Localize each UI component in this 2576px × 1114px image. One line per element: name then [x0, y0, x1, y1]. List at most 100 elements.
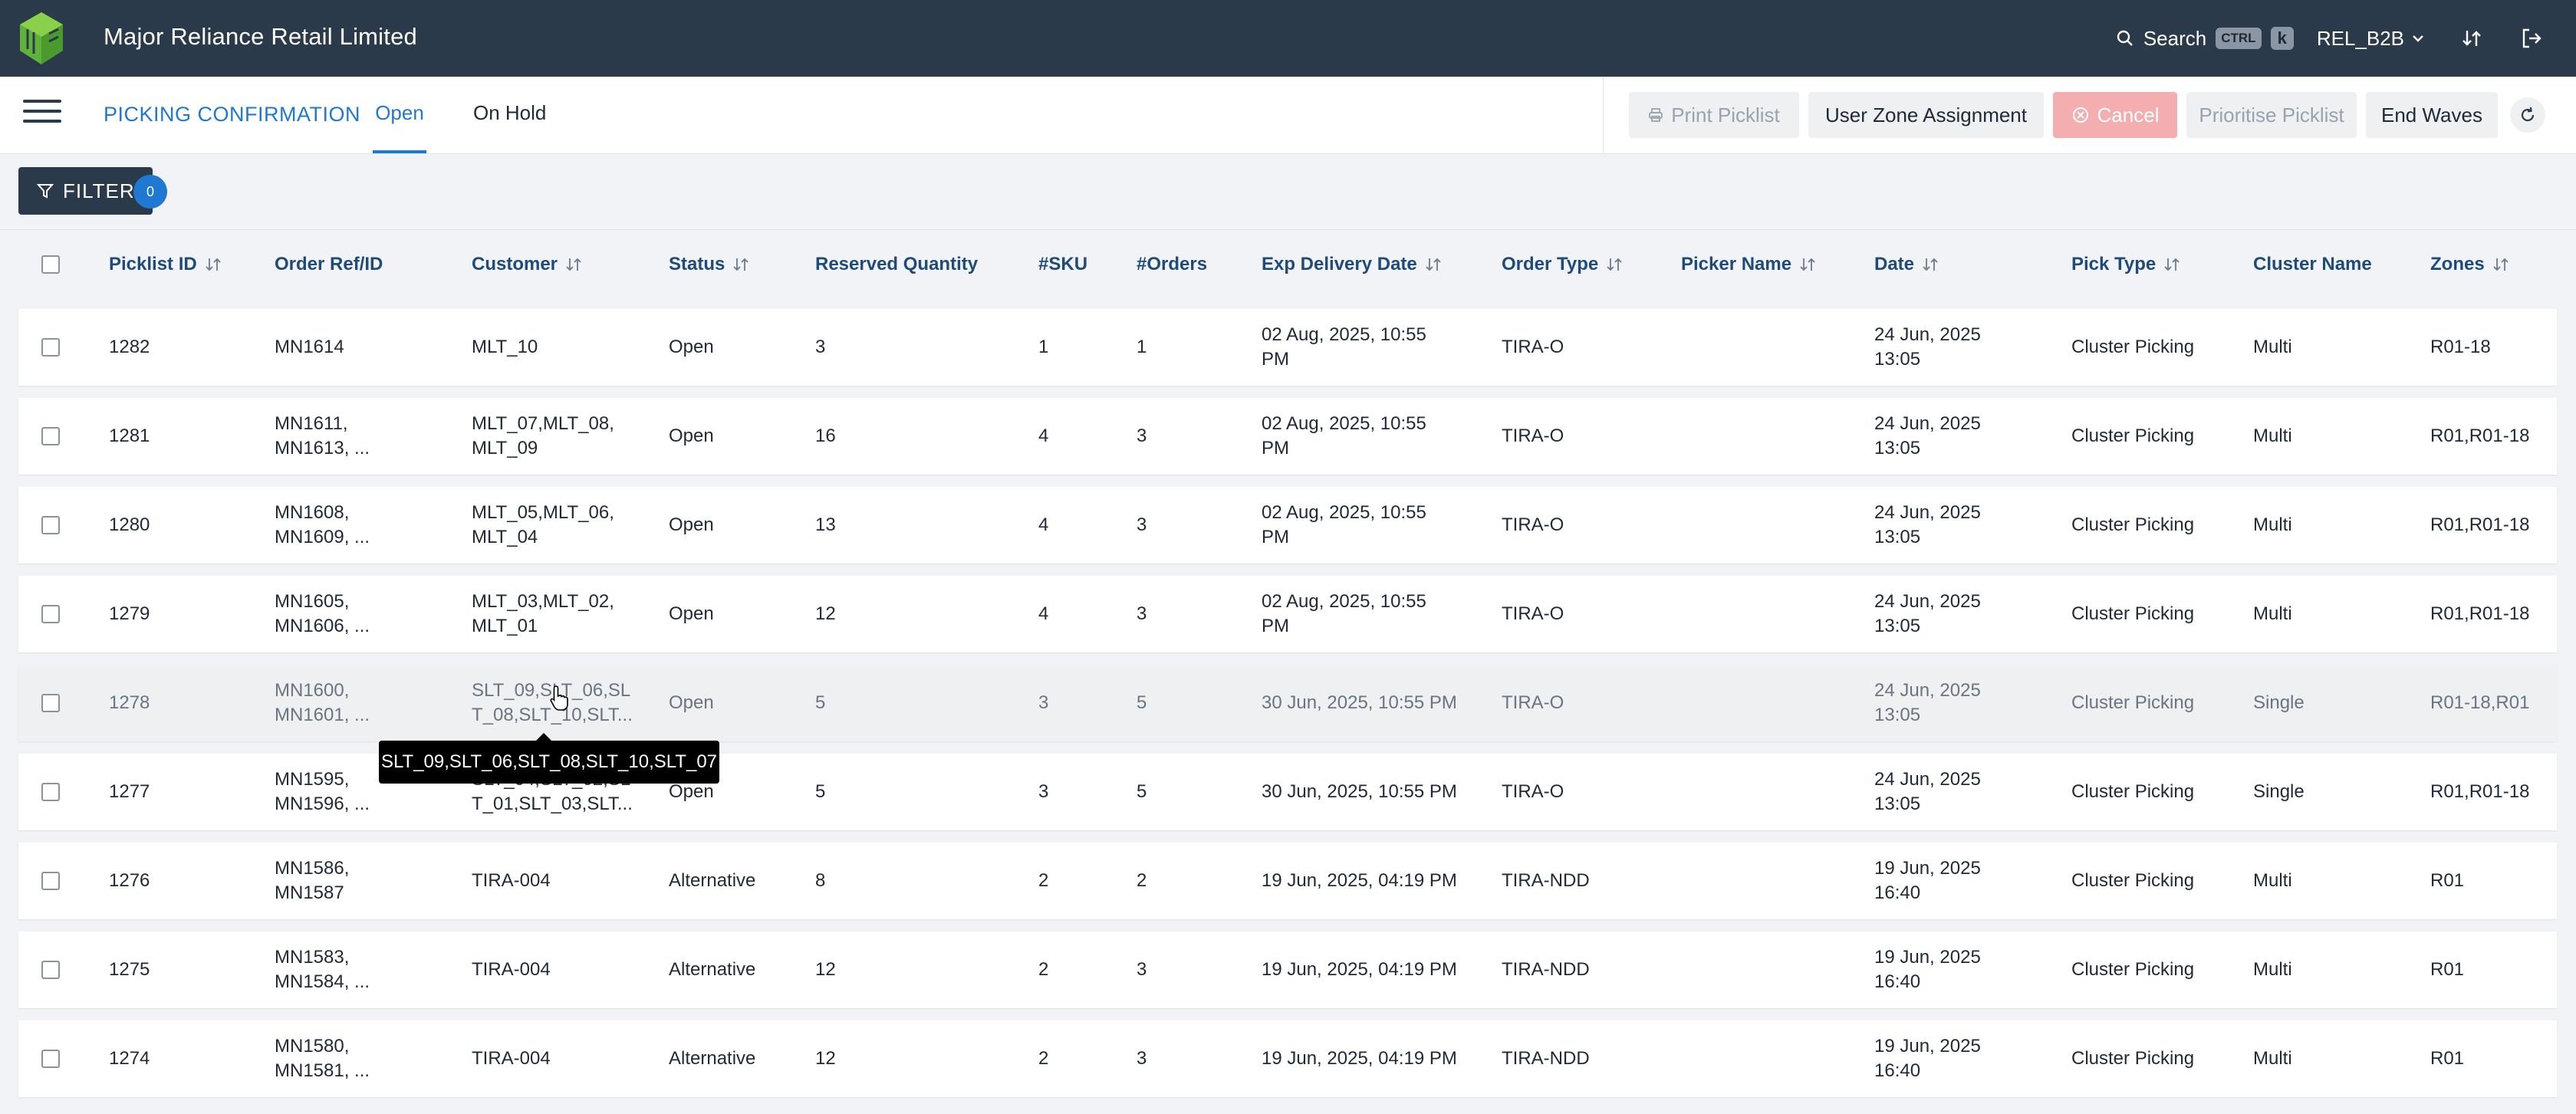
- sort-icon: [566, 258, 581, 271]
- cell-sku: 3: [1038, 692, 1049, 713]
- header-date[interactable]: Date: [1874, 254, 1939, 275]
- cell-customer: MLT_05,MLT_06, MLT_04: [472, 502, 614, 547]
- header-picklist-id[interactable]: Picklist ID: [109, 254, 222, 275]
- cancel-circle-icon: [2072, 107, 2088, 123]
- cell-reserved-qty: 3: [815, 337, 826, 357]
- row-checkbox[interactable]: [41, 338, 60, 357]
- cell-zones: R01: [2430, 959, 2465, 980]
- cell-orders: 5: [1137, 692, 1147, 713]
- filter-funnel-icon: [37, 184, 54, 199]
- cell-reserved-qty: 16: [815, 426, 836, 446]
- cell-order-type: TIRA-O: [1502, 781, 1564, 802]
- cell-sku: 2: [1038, 1048, 1049, 1069]
- sort-icon: [1607, 258, 1622, 271]
- search-icon: [2117, 30, 2133, 46]
- cell-order-ref: MN1608, MN1609, ...: [275, 502, 370, 547]
- row-checkbox[interactable]: [41, 783, 60, 801]
- cell-date: 24 Jun, 2025 13:05: [1874, 413, 1981, 458]
- global-search[interactable]: Search CTRL k: [2116, 27, 2294, 51]
- cancel-button[interactable]: Cancel: [2053, 92, 2177, 138]
- row-checkbox[interactable]: [41, 1050, 60, 1068]
- menu-button[interactable]: [23, 100, 61, 130]
- row-checkbox[interactable]: [41, 427, 60, 445]
- table-row[interactable]: 1275 MN1583, MN1584, ... TIRA-004 Altern…: [18, 932, 2557, 1008]
- action-toolbar: Print Picklist User Zone Assignment Canc…: [1603, 77, 2545, 153]
- cell-exp-delivery: 19 Jun, 2025, 04:19 PM: [1262, 1048, 1457, 1069]
- org-label: REL_B2B: [2316, 26, 2404, 50]
- table-row[interactable]: 1274 MN1580, MN1581, ... TIRA-004 Altern…: [18, 1020, 2557, 1097]
- table-row[interactable]: 1279 MN1605, MN1606, ... MLT_03,MLT_02, …: [18, 576, 2557, 652]
- logout-button[interactable]: [2516, 23, 2547, 54]
- table-row[interactable]: 1282 MN1614 MLT_10 Open 3 1 1 02 Aug, 20…: [18, 309, 2557, 386]
- cell-cluster-name: Multi: [2253, 1048, 2292, 1069]
- cell-status: Open: [669, 603, 714, 624]
- table-row[interactable]: 1280 MN1608, MN1609, ... MLT_05,MLT_06, …: [18, 487, 2557, 564]
- row-checkbox[interactable]: [41, 516, 60, 534]
- header-status[interactable]: Status: [669, 254, 749, 275]
- table-row-hovered[interactable]: 1278 MN1600, MN1601, ... SLT_09,SLT_06,S…: [18, 665, 2557, 741]
- header-label: Pick Type: [2071, 254, 2157, 274]
- cell-pick-type: Cluster Picking: [2071, 781, 2195, 802]
- cell-zones: R01,R01-18: [2430, 781, 2530, 802]
- header-order-type[interactable]: Order Type: [1502, 254, 1623, 275]
- cell-cluster-name: Single: [2253, 781, 2305, 802]
- cell-zones: R01,R01-18: [2430, 426, 2530, 446]
- cell-order-ref: MN1580, MN1581, ...: [275, 1036, 370, 1081]
- filter-button[interactable]: FILTER: [18, 167, 153, 215]
- header-label: Order Type: [1502, 254, 1599, 274]
- cell-pick-type: Cluster Picking: [2071, 514, 2195, 535]
- table-row[interactable]: 1281 MN1611, MN1613, ... MLT_07,MLT_08, …: [18, 398, 2557, 475]
- row-checkbox[interactable]: [41, 694, 60, 712]
- cell-status: Open: [669, 781, 714, 802]
- cell-picklist-id: 1281: [109, 426, 150, 446]
- cell-customer[interactable]: SLT_09,SLT_06,SL T_08,SLT_10,SLT...: [472, 680, 633, 725]
- cell-customer: MLT_03,MLT_02, MLT_01: [472, 591, 614, 636]
- refresh-icon: [2521, 107, 2535, 122]
- chevron-down-icon: [2413, 35, 2423, 42]
- header-pick-type[interactable]: Pick Type: [2071, 254, 2180, 275]
- cell-cluster-name: Multi: [2253, 514, 2292, 535]
- cell-order-ref: MN1586, MN1587: [275, 858, 350, 903]
- company-name: Major Reliance Retail Limited: [104, 23, 417, 50]
- cell-orders: 3: [1137, 426, 1147, 446]
- print-picklist-button[interactable]: Print Picklist: [1629, 92, 1799, 138]
- cell-reserved-qty: 5: [815, 781, 826, 802]
- header-label: Exp Delivery Date: [1262, 254, 1417, 274]
- sort-icon: [2164, 258, 2180, 271]
- header-zones[interactable]: Zones: [2430, 254, 2509, 275]
- tab-on-hold[interactable]: On Hold: [473, 101, 547, 124]
- cell-exp-delivery: 19 Jun, 2025, 04:19 PM: [1262, 959, 1457, 980]
- org-selector[interactable]: REL_B2B: [2317, 27, 2426, 51]
- header-label: Cluster Name: [2253, 254, 2372, 274]
- header-customer[interactable]: Customer: [472, 254, 582, 275]
- cell-zones: R01,R01-18: [2430, 603, 2530, 624]
- prioritise-picklist-button[interactable]: Prioritise Picklist: [2186, 92, 2357, 138]
- hamburger-line: [23, 110, 61, 113]
- row-checkbox[interactable]: [41, 605, 60, 623]
- cell-reserved-qty: 12: [815, 1048, 836, 1069]
- table-row[interactable]: 1276 MN1586, MN1587 TIRA-004 Alternative…: [18, 843, 2557, 919]
- cell-reserved-qty: 12: [815, 603, 836, 624]
- select-all-checkbox[interactable]: [41, 255, 60, 274]
- row-checkbox[interactable]: [41, 961, 60, 979]
- cell-order-type: TIRA-NDD: [1502, 1048, 1590, 1069]
- cell-zones: R01-18: [2430, 337, 2491, 357]
- cell-order-ref: MN1595, MN1596, ...: [275, 769, 370, 814]
- row-checkbox[interactable]: [41, 872, 60, 890]
- cell-order-type: TIRA-O: [1502, 514, 1564, 535]
- cell-orders: 3: [1137, 603, 1147, 624]
- sort-order-button[interactable]: [2456, 23, 2487, 54]
- header-picker-name[interactable]: Picker Name: [1681, 254, 1816, 275]
- hand-cursor-icon: [550, 685, 568, 711]
- cell-customer: TIRA-004: [472, 959, 551, 980]
- user-zone-assignment-button[interactable]: User Zone Assignment: [1808, 92, 2044, 138]
- filter-label: FILTER: [63, 179, 135, 202]
- cell-picklist-id: 1276: [109, 870, 150, 891]
- sort-icon: [1426, 258, 1441, 271]
- end-waves-button[interactable]: End Waves: [2366, 92, 2498, 138]
- cell-zones: R01: [2430, 1048, 2465, 1069]
- header-exp-delivery-date[interactable]: Exp Delivery Date: [1262, 254, 1442, 275]
- tab-open[interactable]: Open: [373, 101, 426, 153]
- cell-reserved-qty: 5: [815, 692, 826, 713]
- refresh-button[interactable]: [2510, 97, 2545, 133]
